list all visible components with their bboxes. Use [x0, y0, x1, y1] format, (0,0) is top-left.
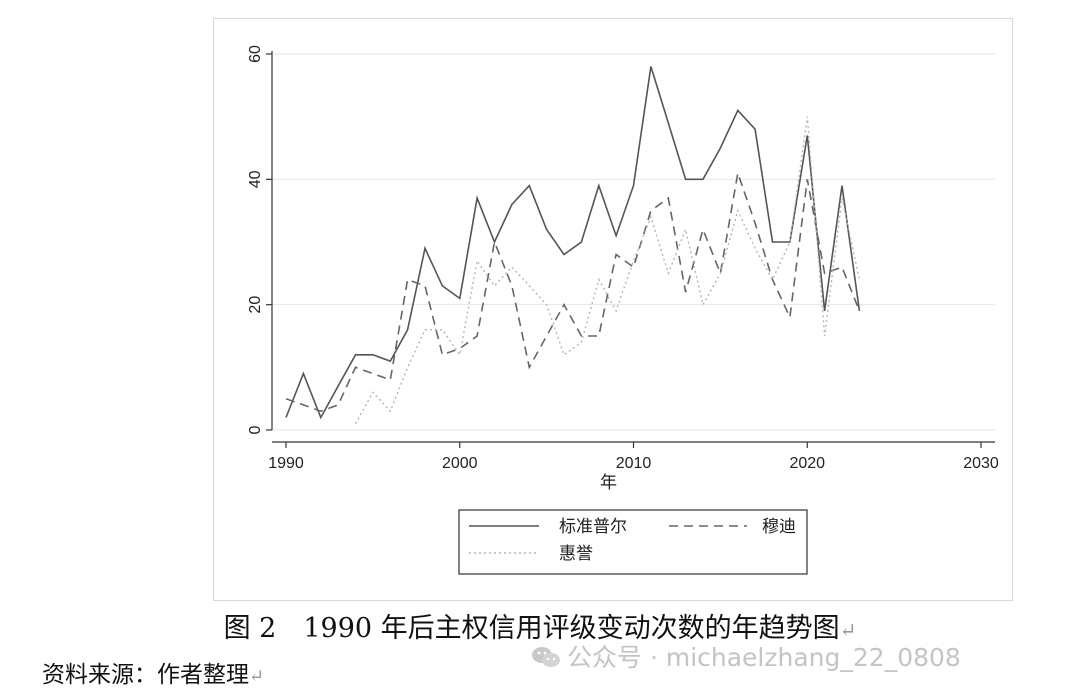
x-axis-title: 年: [600, 473, 617, 493]
return-mark-icon: ↵: [249, 666, 265, 687]
source-note: 资料来源：作者整理↵: [42, 655, 264, 689]
legend-label: 穆迪: [762, 517, 796, 537]
caption-text: 图 2 1990 年后主权信用评级变动次数的年趋势图: [223, 613, 840, 644]
x-tick-label: 2000: [442, 455, 478, 472]
y-tick-label: 20: [247, 296, 264, 314]
figure-frame: 0 20 40 60 1990 2000 2010 2020 2030 年标准普尔 穆迪惠誉: [213, 18, 1013, 601]
legend-label: 标准普尔: [559, 517, 627, 537]
watermark: 公众号 · michaelzhang_22_0808: [531, 638, 961, 674]
legend-label: 惠誉: [559, 544, 593, 564]
y-tick-label: 60: [247, 45, 264, 63]
x-tick-label: 1990: [268, 455, 304, 472]
y-tick-label: 40: [247, 170, 264, 188]
source-text: 资料来源：作者整理: [42, 662, 249, 688]
wechat-icon: [532, 647, 560, 667]
figure-caption: 图 2 1990 年后主权信用评级变动次数的年趋势图↵: [0, 606, 1080, 645]
y-tick-label: 0: [247, 425, 264, 434]
series-line-dashed: [285, 172, 861, 413]
watermark-text: 公众号 · michaelzhang_22_0808: [567, 643, 961, 672]
return-mark-icon: ↵: [839, 618, 857, 642]
legend-box: [458, 509, 808, 575]
series-line-dotted: [354, 116, 861, 425]
x-tick-label: 2030: [963, 455, 999, 472]
series-line-solid: [285, 66, 861, 420]
x-tick-label: 2010: [616, 455, 652, 472]
x-tick-label: 2020: [789, 455, 825, 472]
